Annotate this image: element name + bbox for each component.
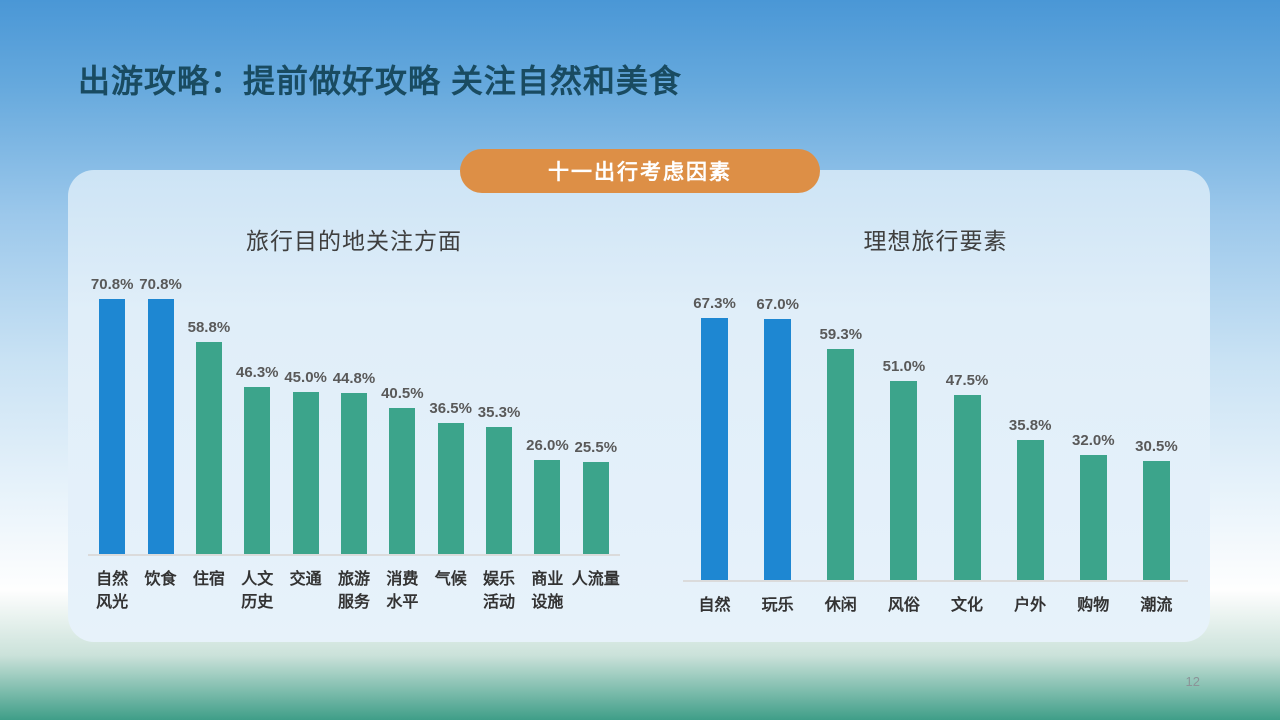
bar-玩乐 xyxy=(764,319,792,580)
bar-column: 44.8% xyxy=(330,370,378,554)
bar-column: 67.3% xyxy=(683,295,746,580)
bar-column: 58.8% xyxy=(185,319,233,554)
category-label: 户外 xyxy=(1014,597,1047,614)
bar-value-label: 26.0% xyxy=(526,437,569,454)
bar-column: 26.0% xyxy=(523,437,571,554)
bar-column: 36.5% xyxy=(427,400,475,554)
bar-购物 xyxy=(1079,455,1107,580)
charts-card: 旅行目的地关注方面 70.8% 70.8% 58.8% 46.3% 45.0% 44.8%… xyxy=(68,170,1210,642)
bar-value-label: 45.0% xyxy=(284,369,327,386)
bar-value-label: 40.5% xyxy=(381,385,424,402)
page-number: 12 xyxy=(1185,674,1200,689)
bar-商业设施 xyxy=(534,460,561,554)
bar-column: 67.0% xyxy=(746,296,809,580)
bar-value-label: 46.3% xyxy=(235,364,279,381)
category-label: 玩乐 xyxy=(761,597,794,614)
bar-value-label: 47.5% xyxy=(945,372,989,389)
bar-value-label: 36.5% xyxy=(429,400,472,417)
bar-value-label: 58.8% xyxy=(187,319,231,336)
category-label: 购物 xyxy=(1077,597,1110,614)
chart-plot-area: 67.3% 67.0% 59.3% 51.0% 47.5% 35.8% 32.0% 30.5% xyxy=(683,272,1188,582)
bar-column: 32.0% xyxy=(1062,432,1125,580)
bar-value-label: 35.3% xyxy=(477,404,521,421)
bar-文化 xyxy=(953,395,981,580)
section-badge: 十一出行考虑因素 xyxy=(460,149,820,193)
category-label: 人文 历史 xyxy=(241,571,274,612)
bar-人文历史 xyxy=(244,387,271,554)
bar-自然风光 xyxy=(99,299,126,554)
category-label: 饮食 xyxy=(144,571,177,588)
bar-column: 46.3% xyxy=(233,364,281,554)
bar-column: 35.8% xyxy=(999,417,1062,580)
bar-娱乐活动 xyxy=(486,427,513,554)
category-label: 旅游 服务 xyxy=(337,571,370,612)
bar-value-label: 67.3% xyxy=(693,295,736,312)
bar-column: 45.0% xyxy=(281,369,329,554)
chart-title-left: 旅行目的地关注方面 xyxy=(246,228,462,254)
bar-饮食 xyxy=(147,299,174,554)
category-label: 消费 水平 xyxy=(386,571,419,612)
bar-户外 xyxy=(1016,440,1044,580)
bar-column: 59.3% xyxy=(809,326,872,580)
slide-title: 出游攻略：提前做好攻略 关注自然和美食 xyxy=(78,63,682,99)
bar-交通 xyxy=(292,392,319,554)
category-label: 商业 设施 xyxy=(531,571,564,612)
bar-column: 30.5% xyxy=(1125,438,1188,580)
bar-人流量 xyxy=(582,462,609,554)
bar-value-label: 44.8% xyxy=(332,370,376,387)
bar-value-label: 51.0% xyxy=(882,358,926,375)
bar-value-label: 59.3% xyxy=(819,326,863,343)
category-label: 风俗 xyxy=(887,597,920,614)
category-label: 住宿 xyxy=(192,571,225,588)
bar-value-label: 32.0% xyxy=(1072,432,1115,449)
bar-column: 47.5% xyxy=(936,372,999,580)
bar-休闲 xyxy=(827,349,855,580)
category-label: 自然 xyxy=(698,597,731,614)
chart-category-axis: 自然 风光 饮食 住宿 人文 历史 交通 旅游 服务 消费 水平 气候 娱乐 活动 商业 设施 人流量 xyxy=(88,568,620,614)
category-label: 娱乐 活动 xyxy=(483,571,516,612)
category-label: 文化 xyxy=(951,597,984,614)
bar-潮流 xyxy=(1142,461,1170,580)
category-label: 休闲 xyxy=(824,597,857,614)
bar-value-label: 67.0% xyxy=(756,296,799,313)
bar-column: 25.5% xyxy=(572,439,620,554)
chart-ideal-travel-elements: 理想旅行要素 67.3% 67.0% 59.3% 51.0% 47.5% 35.8% 32.… xyxy=(683,170,1188,642)
bar-消费水平 xyxy=(389,408,416,554)
bar-column: 40.5% xyxy=(378,385,426,554)
bar-风俗 xyxy=(890,381,918,580)
bar-column: 70.8% xyxy=(136,276,184,554)
category-label: 自然 风光 xyxy=(96,571,129,612)
category-label: 交通 xyxy=(289,571,322,588)
chart-title-right: 理想旅行要素 xyxy=(863,228,1008,254)
chart-plot-area: 70.8% 70.8% 58.8% 46.3% 45.0% 44.8% 40.5% 36.5%… xyxy=(88,246,620,556)
bar-住宿 xyxy=(195,342,222,554)
bar-column: 35.3% xyxy=(475,404,523,554)
category-label: 人流量 xyxy=(571,571,620,588)
bar-value-label: 70.8% xyxy=(139,276,182,293)
category-label: 潮流 xyxy=(1140,597,1173,614)
chart-category-axis: 自然 玩乐 休闲 风俗 文化 户外 购物 潮流 xyxy=(683,594,1188,617)
category-label: 气候 xyxy=(434,571,467,588)
bar-气候 xyxy=(437,423,464,554)
bar-旅游服务 xyxy=(340,393,367,554)
bar-value-label: 70.8% xyxy=(90,276,134,293)
chart-destination-focus: 旅行目的地关注方面 70.8% 70.8% 58.8% 46.3% 45.0% 44.8%… xyxy=(88,170,620,642)
bar-column: 70.8% xyxy=(88,276,136,554)
bar-value-label: 35.8% xyxy=(1008,417,1052,434)
bar-自然 xyxy=(701,318,729,580)
bar-value-label: 25.5% xyxy=(574,439,618,456)
bar-value-label: 30.5% xyxy=(1135,438,1178,455)
bar-column: 51.0% xyxy=(872,358,935,580)
